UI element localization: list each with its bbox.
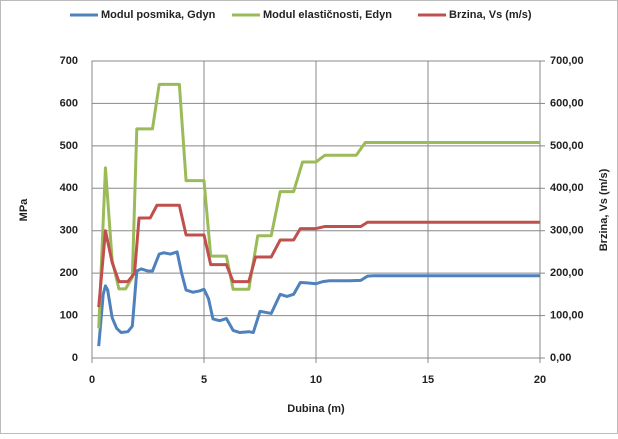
y2-tick-label: 300,00: [550, 225, 584, 237]
y-tick-label: 500: [60, 140, 78, 152]
y2-tick-label: 100,00: [550, 309, 584, 321]
x-tick-label: 15: [422, 374, 434, 386]
y-tick-label: 200: [60, 267, 78, 279]
y2-tick-label: 200,00: [550, 267, 584, 279]
legend-label: Modul elastičnosti, Edyn: [263, 9, 392, 21]
legend-label: Modul posmika, Gdyn: [101, 9, 216, 21]
y-tick-label: 300: [60, 225, 78, 237]
legend-label: Brzina, Vs (m/s): [449, 9, 532, 21]
y-tick-label: 100: [60, 309, 78, 321]
y2-tick-label: 400,00: [550, 182, 584, 194]
y2-tick-label: 0,00: [550, 352, 571, 364]
y-tick-label: 700: [60, 55, 78, 67]
x-tick-label: 10: [310, 374, 322, 386]
y-tick-label: 600: [60, 97, 78, 109]
y2-axis-title: Brzina, Vs (m/s): [598, 168, 610, 251]
y2-tick-label: 500,00: [550, 140, 584, 152]
y-axis-title: MPa: [18, 198, 30, 222]
x-tick-label: 0: [89, 374, 95, 386]
y-tick-label: 0: [72, 352, 78, 364]
y2-tick-label: 700,00: [550, 55, 584, 67]
x-tick-label: 20: [534, 374, 546, 386]
plot-frame: [91, 60, 541, 359]
x-tick-label: 5: [201, 374, 207, 386]
y2-tick-label: 600,00: [550, 97, 584, 109]
x-axis-title: Dubina (m): [287, 403, 345, 415]
series-line: [97, 203, 540, 308]
y-tick-label: 400: [60, 182, 78, 194]
series-line: [97, 82, 540, 329]
series-line: [97, 250, 540, 347]
